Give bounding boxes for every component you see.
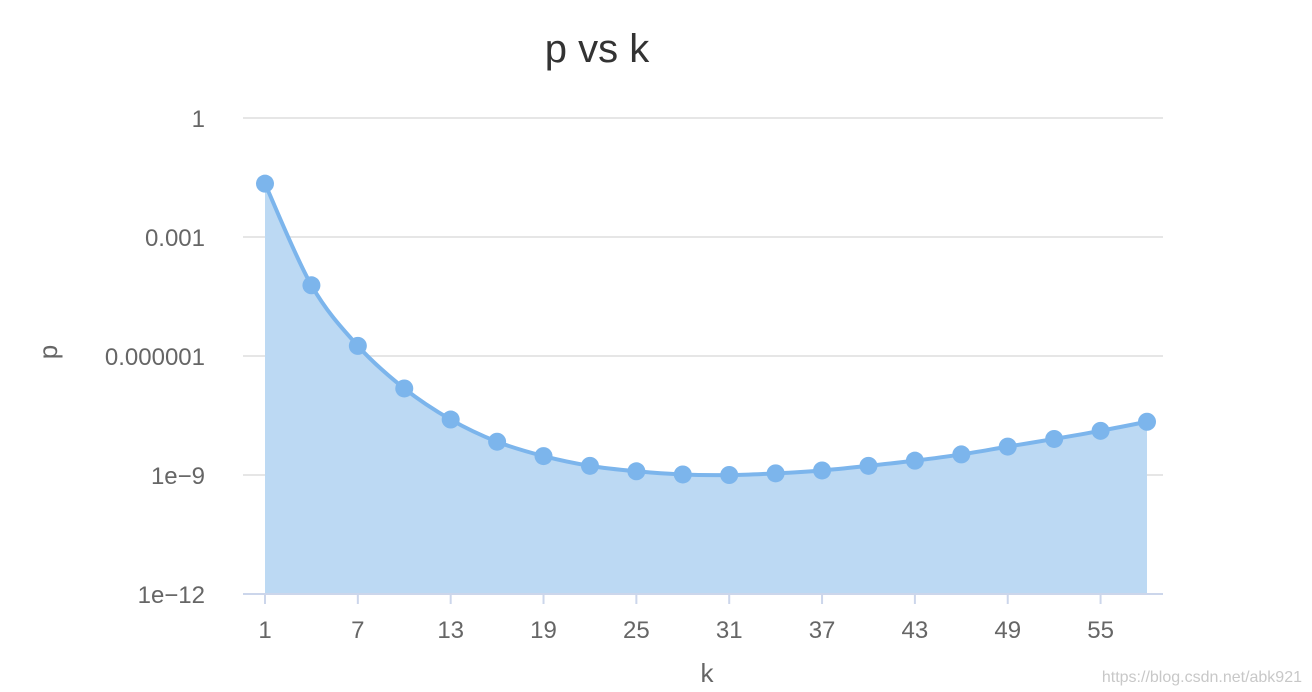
y-tick-label: 1e−9 (151, 463, 205, 490)
x-tick-label: 7 (351, 617, 364, 644)
data-point[interactable] (348, 336, 367, 355)
data-point[interactable] (534, 447, 553, 466)
y-axis-title: p (33, 345, 63, 359)
data-point[interactable] (998, 437, 1017, 456)
y-tick-label: 0.000001 (105, 344, 205, 371)
y-tick-label: 0.001 (145, 225, 205, 252)
x-tick-label: 43 (902, 617, 929, 644)
data-point[interactable] (1045, 429, 1064, 448)
data-point[interactable] (395, 379, 414, 398)
x-tick-label: 55 (1087, 617, 1114, 644)
data-point[interactable] (488, 432, 507, 451)
data-point[interactable] (905, 451, 924, 470)
chart-title: p vs k (545, 27, 650, 71)
x-tick-label: 19 (530, 617, 557, 644)
x-axis-title: k (701, 658, 715, 688)
data-point[interactable] (720, 466, 739, 484)
y-tick-label: 1 (192, 106, 205, 133)
data-point[interactable] (1138, 412, 1156, 431)
x-tick-label: 1 (258, 617, 271, 644)
x-tick-label: 31 (716, 617, 743, 644)
x-tick-label: 13 (437, 617, 464, 644)
data-point[interactable] (441, 410, 460, 429)
x-axis: 1 7 13 19 25 31 37 43 49 55 (243, 593, 1163, 644)
data-point[interactable] (627, 462, 646, 481)
watermark: https://blog.csdn.net/abk921 (1102, 669, 1302, 686)
data-point[interactable] (256, 174, 274, 193)
data-point[interactable] (673, 465, 692, 484)
data-point[interactable] (302, 276, 321, 295)
data-point[interactable] (813, 461, 832, 480)
x-tick-label: 49 (994, 617, 1021, 644)
series-area-fill (265, 183, 1147, 595)
x-tick-label: 37 (809, 617, 836, 644)
data-point[interactable] (1091, 421, 1110, 440)
data-point[interactable] (859, 456, 878, 475)
y-tick-label: 1e−12 (138, 582, 205, 609)
y-axis: 1 0.001 0.000001 1e−9 1e−12 (105, 106, 205, 609)
x-tick-label: 25 (623, 617, 650, 644)
data-point[interactable] (766, 464, 785, 483)
plot-area (256, 174, 1156, 595)
data-point[interactable] (580, 456, 599, 475)
data-point[interactable] (952, 445, 971, 464)
